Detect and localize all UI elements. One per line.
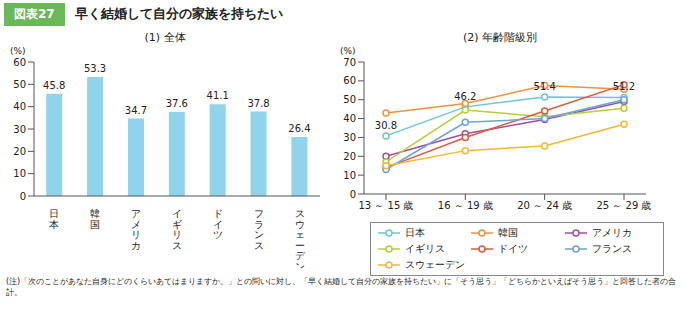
svg-text:0: 0 <box>20 191 26 202</box>
svg-text:ス: ス <box>295 208 305 219</box>
svg-text:ェ: ェ <box>295 229 305 240</box>
svg-text:50: 50 <box>343 94 356 105</box>
html-text:(2) 年齢階級別: (2) 年齢階級別 <box>463 31 537 44</box>
html-text:早く結婚して自分の家族を持ちたい: 早く結婚して自分の家族を持ちたい <box>74 6 283 21</box>
svg-text:37.8: 37.8 <box>247 98 269 109</box>
svg-text:韓: 韓 <box>90 208 100 219</box>
svg-text:53.3: 53.3 <box>84 63 106 74</box>
svg-text:ギ: ギ <box>172 219 182 230</box>
html-text:(注)「次のことがあなた自身にどのくらいあてはまりますか。」: (注)「次のことがあなた自身にどのくらいあてはまりますか。」との問いに対し、「早… <box>6 277 677 297</box>
svg-text:34.7: 34.7 <box>125 105 147 116</box>
svg-text:51.2: 51.2 <box>613 81 635 92</box>
svg-text:カ: カ <box>131 240 141 251</box>
svg-text:45.8: 45.8 <box>43 80 65 91</box>
svg-text:40: 40 <box>343 113 356 124</box>
html-text:図表27: 図表27 <box>14 6 55 21</box>
svg-text:ウ: ウ <box>295 219 305 230</box>
svg-text:60: 60 <box>343 75 356 86</box>
svg-text:ス: ス <box>254 240 264 251</box>
svg-text:ツ: ツ <box>213 229 223 240</box>
svg-text:20 ～ 24 歳: 20 ～ 24 歳 <box>517 200 572 211</box>
svg-text:37.6: 37.6 <box>166 98 188 109</box>
svg-text:ド: ド <box>213 208 223 219</box>
svg-text:25 ～ 29 歳: 25 ～ 29 歳 <box>597 200 652 211</box>
svg-text:46.2: 46.2 <box>454 91 476 102</box>
svg-text:60: 60 <box>13 57 26 68</box>
svg-text:デ: デ <box>295 250 306 261</box>
svg-text:0: 0 <box>350 189 356 200</box>
svg-text:ー: ー <box>295 240 305 251</box>
svg-text:本: 本 <box>49 219 59 230</box>
svg-text:イ: イ <box>213 219 223 230</box>
html-text:(1) 全体: (1) 全体 <box>144 31 186 44</box>
html-text:フランス: フランス <box>591 243 632 254</box>
svg-text:国: 国 <box>90 219 100 230</box>
svg-text:13 ～ 15 歳: 13 ～ 15 歳 <box>359 200 414 211</box>
html-text:ドイツ: ドイツ <box>498 243 529 254</box>
html-text:韓国: 韓国 <box>498 227 519 238</box>
svg-text:20: 20 <box>13 146 26 157</box>
svg-text:日: 日 <box>49 208 59 219</box>
svg-text:ン: ン <box>254 229 264 240</box>
svg-text:20: 20 <box>343 151 356 162</box>
svg-text:30: 30 <box>13 124 26 135</box>
svg-text:リ: リ <box>131 229 141 240</box>
svg-text:ン: ン <box>295 261 305 269</box>
svg-text:40: 40 <box>13 101 26 112</box>
svg-text:70: 70 <box>343 57 356 68</box>
svg-text:16 ～ 19 歳: 16 ～ 19 歳 <box>438 200 493 211</box>
svg-text:26.4: 26.4 <box>288 123 310 134</box>
svg-text:51.4: 51.4 <box>534 81 556 92</box>
svg-text:ア: ア <box>131 208 141 219</box>
svg-text:10: 10 <box>13 168 26 179</box>
svg-text:50: 50 <box>13 79 26 90</box>
svg-text:イ: イ <box>172 208 182 219</box>
html-text:日本: 日本 <box>405 227 425 238</box>
svg-text:41.1: 41.1 <box>207 90 229 101</box>
svg-text:メ: メ <box>131 219 141 230</box>
svg-text:リ: リ <box>172 229 182 240</box>
svg-text:30: 30 <box>343 132 356 143</box>
html-text:イギリス: イギリス <box>405 243 445 254</box>
svg-text:10: 10 <box>343 170 356 181</box>
svg-text:フ: フ <box>254 208 264 219</box>
html-text:スウェーデン: スウェーデン <box>405 259 465 270</box>
svg-text:30.8: 30.8 <box>375 120 397 131</box>
svg-text:ス: ス <box>172 240 182 251</box>
svg-text:ラ: ラ <box>254 219 264 230</box>
html-text:アメリカ: アメリカ <box>591 227 632 238</box>
